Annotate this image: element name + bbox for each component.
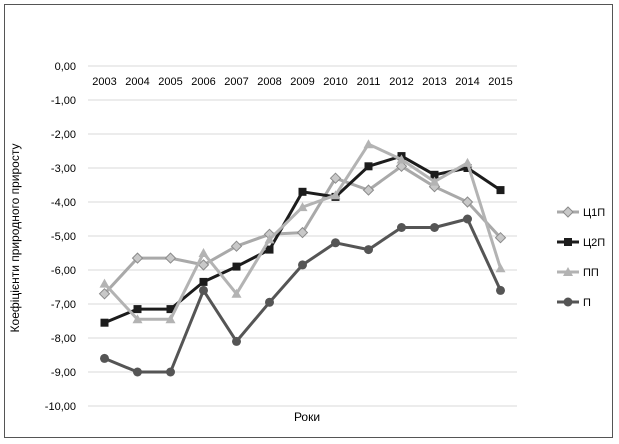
series-group [98,139,507,377]
legend-item: П [557,297,591,309]
data-point [396,154,407,164]
y-tick-label: 0,00 [55,61,76,73]
legend-swatch-marker [563,297,573,307]
data-point [230,240,243,252]
legend-item: ПП [557,267,599,279]
data-point [397,223,406,232]
data-point [164,252,177,264]
data-point [298,187,307,196]
y-tick-label: -7,00 [51,299,76,311]
y-tick-label: -9,00 [51,367,76,379]
data-point [165,314,176,324]
data-point [364,162,373,171]
data-point [329,172,342,184]
series-2 [100,152,505,327]
data-point [98,288,111,300]
data-point [133,367,142,377]
y-tick-label: -8,00 [51,333,76,345]
legend-item: Ц1П [557,206,605,219]
x-tick-label: 2014 [455,76,479,88]
data-point [297,202,308,212]
data-point [494,231,507,244]
data-point [99,278,110,288]
x-tick-label: 2005 [158,76,182,88]
y-axis-title: Коефіцієнти природного приросту [8,144,22,333]
data-point [265,245,274,254]
data-point [132,314,143,324]
x-tick-label: 2008 [257,76,281,88]
series-3 [99,139,506,324]
data-point [133,305,142,314]
data-point [395,160,408,173]
x-tick-label: 2012 [389,76,413,88]
data-point [198,248,209,257]
y-tick-label: -6,00 [51,265,76,277]
data-point [232,336,241,346]
x-tick-label: 2007 [224,76,248,88]
series-line [103,217,502,374]
data-point [363,139,374,149]
data-point [496,285,505,295]
x-tick-label: 2015 [488,76,512,88]
data-point [265,297,274,307]
y-tick-label: -10,00 [45,401,76,413]
legend-item: Ц2П [557,237,605,249]
data-point [462,157,473,167]
data-point [430,170,439,179]
series-1 [98,160,507,300]
data-point [331,238,340,248]
y-tick-label: -3,00 [51,163,76,175]
data-point [199,277,208,286]
y-tick-labels: 0,00 -1,00 -2,00 -3,00 -4,00 -5,00 -6,00 -7,00 -… [45,61,76,413]
data-point [166,305,175,314]
legend-swatch-marker [563,267,573,276]
data-point [430,223,439,232]
legend-label: ПП [583,267,599,279]
y-tick-label: -1,00 [51,95,76,107]
data-point [166,367,175,377]
legend-label: П [583,297,591,309]
y-tick-label: -5,00 [51,231,76,243]
data-point [100,318,109,327]
x-axis-title: Роки [294,410,320,424]
data-point [231,288,242,298]
data-point [463,214,472,224]
data-point [496,186,505,195]
x-tick-label: 2003 [92,76,116,88]
data-point [495,263,506,273]
series-4 [100,214,505,377]
legend-label: Ц2П [583,237,605,249]
data-point [100,353,109,363]
data-point [298,260,307,270]
x-tick-label: 2010 [323,76,347,88]
data-point [296,226,309,239]
x-tick-label: 2006 [191,76,215,88]
data-point [264,234,275,244]
data-point [197,259,210,271]
data-point [429,176,440,186]
x-tick-label: 2004 [125,76,149,88]
data-point [131,252,144,264]
data-point [461,196,474,208]
data-point [232,262,241,271]
y-tick-label: -4,00 [51,197,76,209]
series-line [103,154,502,325]
data-point [362,184,375,196]
legend-swatch-marker [562,206,574,218]
legend-swatch-marker [564,238,572,246]
x-tick-labels: 2003 2004 2005 2006 2007 2008 2009 2010 2011 2012… [92,76,512,88]
legend-label: Ц1П [583,207,605,219]
data-point [463,164,472,172]
x-tick-label: 2013 [422,76,446,88]
x-tick-label: 2009 [290,76,314,88]
data-point [364,245,373,255]
y-tick-label: -2,00 [51,129,76,141]
data-point [199,285,208,295]
x-tick-label: 2011 [357,76,381,88]
data-point [330,190,341,200]
